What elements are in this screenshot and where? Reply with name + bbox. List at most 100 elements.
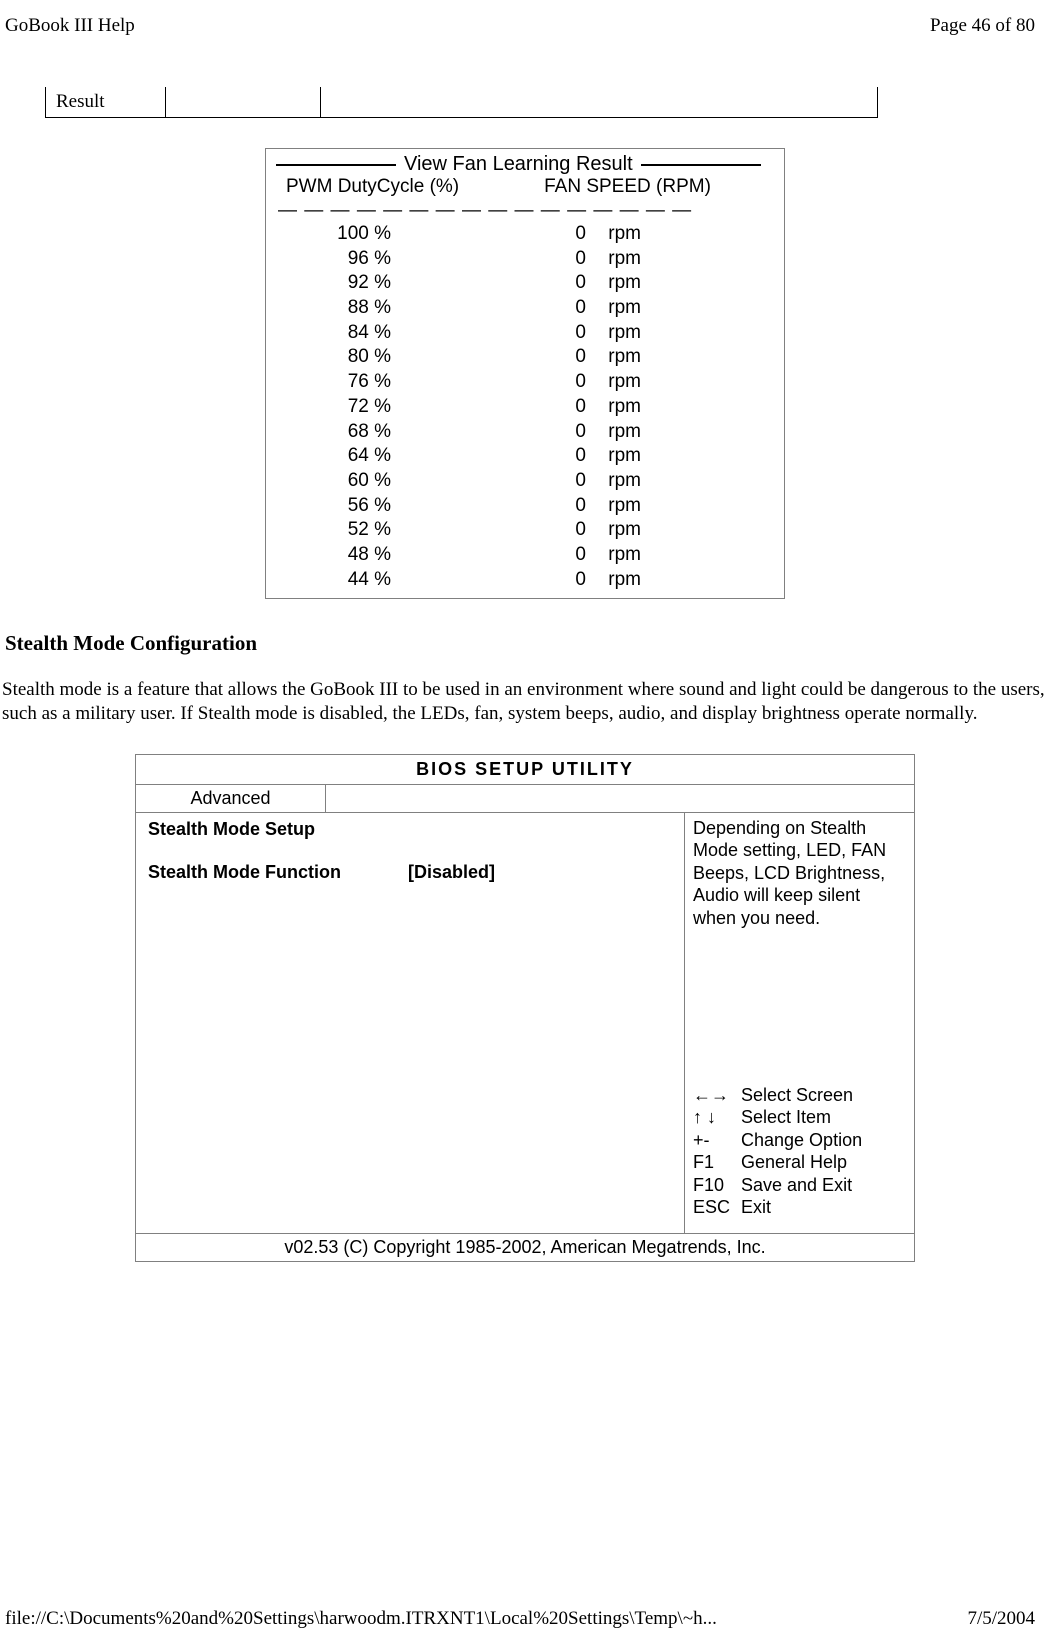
fan-speed-unit: rpm [586, 271, 641, 296]
fan-row: 84 %0rpm [276, 321, 774, 346]
fan-speed-unit: rpm [586, 222, 641, 247]
fan-rows: 100 %0rpm96 %0rpm92 %0rpm88 %0rpm84 %0rp… [266, 222, 784, 598]
fan-pwm-value: 100 % [276, 222, 391, 247]
bios-key-label: General Help [741, 1151, 906, 1174]
bios-panel: BIOS SETUP UTILITY Advanced Stealth Mode… [135, 754, 915, 1262]
fan-pwm-value: 48 % [276, 543, 391, 568]
fan-speed-unit: rpm [586, 247, 641, 272]
fan-speed-value: 0 [391, 518, 586, 543]
fan-speed-value: 0 [391, 395, 586, 420]
bios-setting-value: [Disabled] [408, 862, 495, 883]
fan-pwm-value: 52 % [276, 518, 391, 543]
fan-row: 96 %0rpm [276, 247, 774, 272]
fan-row: 64 %0rpm [276, 444, 774, 469]
fan-title-line-right [641, 164, 761, 166]
fan-row: 92 %0rpm [276, 271, 774, 296]
bios-key-label: Select Item [741, 1106, 906, 1129]
footer-date: 7/5/2004 [967, 1608, 1035, 1630]
fan-row: 52 %0rpm [276, 518, 774, 543]
fan-speed-value: 0 [391, 494, 586, 519]
fan-speed-value: 0 [391, 296, 586, 321]
bios-title: BIOS SETUP UTILITY [136, 755, 914, 785]
fan-row: 88 %0rpm [276, 296, 774, 321]
bios-left-heading: Stealth Mode Setup [148, 819, 672, 840]
bios-key: F10 [693, 1174, 741, 1197]
fan-row: 48 %0rpm [276, 543, 774, 568]
fan-speed-unit: rpm [586, 568, 641, 593]
bios-setting-row[interactable]: Stealth Mode Function [Disabled] [148, 862, 672, 883]
fan-speed-value: 0 [391, 444, 586, 469]
fan-speed-unit: rpm [586, 420, 641, 445]
fan-row: 80 %0rpm [276, 345, 774, 370]
fan-pwm-value: 80 % [276, 345, 391, 370]
fan-speed-value: 0 [391, 345, 586, 370]
page-footer: file://C:\Documents%20and%20Settings\har… [5, 1608, 1035, 1630]
bios-body: Stealth Mode Setup Stealth Mode Function… [136, 813, 914, 1233]
bios-key-label: Save and Exit [741, 1174, 906, 1197]
fan-speed-unit: rpm [586, 370, 641, 395]
fan-row: 72 %0rpm [276, 395, 774, 420]
fan-row: 60 %0rpm [276, 469, 774, 494]
fan-pwm-value: 44 % [276, 568, 391, 593]
bios-key: ←→ [693, 1084, 741, 1107]
page-header: GoBook III Help Page 46 of 80 [0, 0, 1050, 37]
fan-pwm-value: 96 % [276, 247, 391, 272]
fan-pwm-value: 84 % [276, 321, 391, 346]
fan-learning-panel: View Fan Learning Result PWM DutyCycle (… [265, 148, 785, 599]
fan-pwm-value: 76 % [276, 370, 391, 395]
bios-key-label: Change Option [741, 1129, 906, 1152]
fan-speed-unit: rpm [586, 543, 641, 568]
fan-headers: PWM DutyCycle (%) FAN SPEED (RPM) [266, 176, 784, 200]
fan-speed-unit: rpm [586, 345, 641, 370]
fan-header-speed: FAN SPEED (RPM) [491, 176, 764, 198]
fan-speed-value: 0 [391, 568, 586, 593]
fan-speed-unit: rpm [586, 494, 641, 519]
result-cell-empty2 [321, 87, 878, 118]
table-row: Result [46, 87, 878, 118]
bios-key-legend: ←→Select Screen↑ ↓Select Item+-Change Op… [693, 1084, 906, 1229]
fan-pwm-value: 68 % [276, 420, 391, 445]
fan-speed-value: 0 [391, 321, 586, 346]
stealth-heading: Stealth Mode Configuration [5, 631, 1050, 656]
bios-setting-label: Stealth Mode Function [148, 862, 408, 883]
fan-speed-unit: rpm [586, 518, 641, 543]
doc-title: GoBook III Help [5, 15, 135, 37]
bios-key: F1 [693, 1151, 741, 1174]
fan-title: View Fan Learning Result [396, 153, 641, 176]
fan-pwm-value: 60 % [276, 469, 391, 494]
fan-speed-value: 0 [391, 469, 586, 494]
bios-key: +- [693, 1129, 741, 1152]
fan-row: 68 %0rpm [276, 420, 774, 445]
bios-right-pane: Depending on Stealth Mode setting, LED, … [684, 813, 914, 1233]
bios-tab-row: Advanced [136, 785, 914, 813]
fan-speed-value: 0 [391, 420, 586, 445]
result-cell-empty1 [166, 87, 321, 118]
bios-key: ↑ ↓ [693, 1106, 741, 1129]
fan-speed-value: 0 [391, 222, 586, 247]
fan-speed-unit: rpm [586, 444, 641, 469]
fan-pwm-value: 92 % [276, 271, 391, 296]
fan-row: 44 %0rpm [276, 568, 774, 593]
bios-tab-advanced[interactable]: Advanced [136, 785, 326, 812]
fan-row: 56 %0rpm [276, 494, 774, 519]
fan-pwm-value: 72 % [276, 395, 391, 420]
stealth-paragraph: Stealth mode is a feature that allows th… [2, 678, 1045, 726]
bios-left-pane: Stealth Mode Setup Stealth Mode Function… [136, 813, 684, 1233]
fan-row: 76 %0rpm [276, 370, 774, 395]
fan-speed-unit: rpm [586, 321, 641, 346]
fan-pwm-value: 64 % [276, 444, 391, 469]
fan-pwm-value: 56 % [276, 494, 391, 519]
fan-speed-value: 0 [391, 543, 586, 568]
footer-path: file://C:\Documents%20and%20Settings\har… [5, 1608, 717, 1630]
fan-speed-unit: rpm [586, 296, 641, 321]
fan-speed-unit: rpm [586, 469, 641, 494]
bios-key-label: Select Screen [741, 1084, 906, 1107]
fan-divider: — — — — — — — — — — — — — — — — [266, 200, 784, 222]
result-table: Result [45, 87, 878, 118]
page-number: Page 46 of 80 [930, 15, 1035, 37]
fan-row: 100 %0rpm [276, 222, 774, 247]
bios-help-text: Depending on Stealth Mode setting, LED, … [693, 817, 906, 930]
fan-header-pwm: PWM DutyCycle (%) [286, 176, 491, 198]
bios-key: ESC [693, 1196, 741, 1219]
result-cell-label: Result [46, 87, 166, 118]
